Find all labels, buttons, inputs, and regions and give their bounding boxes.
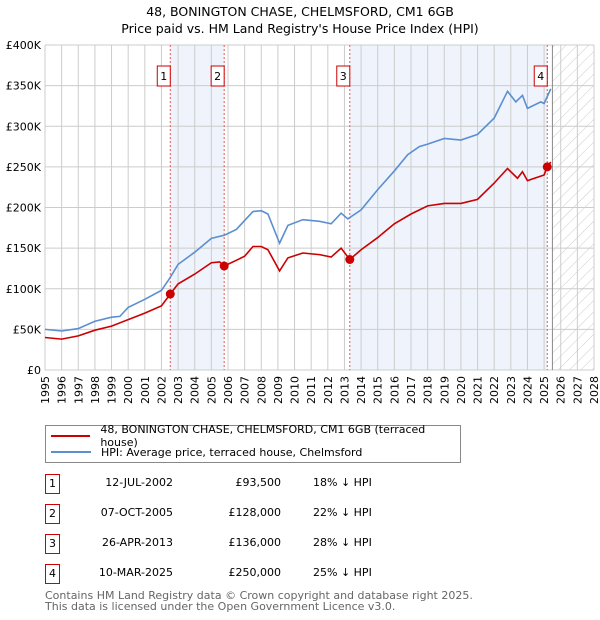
sale-number: 1 [45, 474, 60, 494]
x-tick-label: 2012 [322, 376, 335, 404]
x-tick-label: 2028 [588, 376, 600, 404]
x-tick-label: 2023 [505, 376, 518, 404]
x-tick-label: 2009 [272, 376, 285, 404]
sale-price: £128,000 [228, 506, 282, 519]
x-tick-label: 2005 [205, 376, 218, 404]
y-tick-label: £200K [6, 202, 42, 215]
x-tick-label: 2011 [305, 376, 318, 404]
y-tick-label: £0 [27, 364, 41, 377]
sale-row: 3 26-APR-2013 £136,000 28% ↓ HPI [45, 534, 445, 554]
sale-hpi-diff: 25% ↓ HPI [313, 566, 372, 579]
sale-hpi-diff: 22% ↓ HPI [313, 506, 372, 519]
hpi-line [44, 88, 552, 332]
x-tick-label: 1999 [106, 376, 119, 404]
x-tick-label: 2002 [155, 376, 168, 404]
x-tick-label: 2027 [571, 376, 584, 404]
sale-label-box [533, 65, 548, 87]
chart-title: 48, BONINGTON CHASE, CHELMSFORD, CM1 6GB [146, 4, 454, 19]
x-tick-label: 2017 [405, 376, 418, 404]
legend-item-property: 48, BONINGTON CHASE, CHELMSFORD, CM1 6GB… [46, 423, 460, 449]
chart-subtitle: Price paid vs. HM Land Registry's House … [121, 21, 479, 36]
plot-area: 1995 1996 1997 1998 1999 2000 2001 2002 2003 2004… [6, 39, 600, 404]
sale-number: 3 [45, 534, 60, 554]
y-tick-label: £50K [13, 323, 42, 336]
x-tick-label: 2015 [372, 376, 385, 404]
sale-point [219, 261, 229, 271]
x-tick-label: 2000 [122, 376, 135, 404]
legend-swatch-red [51, 435, 91, 437]
sale-number: 2 [45, 504, 60, 524]
sale-price: £93,500 [235, 476, 282, 489]
legend-label: HPI: Average price, terraced house, Chel… [101, 445, 363, 459]
sale-row: 2 07-OCT-2005 £128,000 22% ↓ HPI [45, 504, 445, 524]
sale-row: 1 12-JUL-2002 £93,500 18% ↓ HPI [45, 474, 445, 494]
x-tick-label: 2016 [388, 376, 401, 404]
sale-date: 10-MAR-2025 [98, 566, 173, 579]
x-tick-label: 2025 [538, 376, 551, 404]
y-tick-label: £250K [6, 161, 42, 174]
sale-label-box [336, 65, 351, 87]
sale-point [165, 289, 175, 299]
sale-label: 1 [160, 70, 167, 83]
legend: 48, BONINGTON CHASE, CHELMSFORD, CM1 6GB… [45, 423, 461, 463]
x-tick-label: 2007 [239, 376, 252, 404]
x-tick-label: 2010 [289, 376, 302, 404]
x-tick-label: 1995 [39, 376, 52, 404]
sale-hpi-diff: 28% ↓ HPI [313, 536, 372, 549]
x-tick-label: 2022 [488, 376, 501, 404]
sale-number: 4 [45, 564, 60, 584]
sale-date: 07-OCT-2005 [100, 506, 173, 519]
sale-point [345, 255, 355, 264]
x-tick-label: 2024 [521, 376, 534, 404]
legend-swatch-blue [51, 451, 91, 453]
sale-hpi-diff: 18% ↓ HPI [313, 476, 372, 489]
x-tick-label: 2004 [189, 376, 202, 404]
y-tick-label: £300K [6, 120, 42, 133]
sale-label: 3 [340, 70, 347, 83]
sale-price: £136,000 [228, 536, 282, 549]
y-tick-label: £100K [6, 283, 42, 296]
x-tick-label: 2008 [255, 376, 268, 404]
x-tick-label: 2026 [555, 376, 568, 404]
footer-line: This data is licensed under the Open Gov… [45, 600, 396, 613]
x-tick-label: 1998 [89, 376, 102, 404]
property-price-line [44, 161, 552, 340]
y-tick-label: £400K [6, 39, 42, 52]
y-tick-label: £350K [6, 80, 42, 93]
sale-date: 12-JUL-2002 [105, 476, 173, 489]
sale-point [542, 162, 552, 172]
footer-line: Contains HM Land Registry data © Crown c… [45, 589, 473, 602]
sale-price: £250,000 [228, 566, 282, 579]
legend-label: 48, BONINGTON CHASE, CHELMSFORD, CM1 6GB… [100, 423, 426, 449]
x-tick-label: 2006 [222, 376, 235, 404]
x-tick-label: 2021 [472, 376, 485, 404]
y-tick-label: £150K [6, 242, 42, 255]
sale-label: 2 [214, 70, 221, 83]
sale-date: 26-APR-2013 [101, 536, 173, 549]
sale-label-box [210, 65, 225, 87]
footer: Contains HM Land Registry data © Crown c… [45, 590, 473, 612]
x-tick-label: 2014 [355, 376, 368, 404]
x-tick-label: 2013 [338, 376, 351, 404]
sale-row: 4 10-MAR-2025 £250,000 25% ↓ HPI [45, 564, 445, 584]
sale-label-box [156, 65, 171, 87]
x-tick-label: 2019 [438, 376, 451, 404]
x-tick-label: 2003 [172, 376, 185, 404]
legend-item-hpi: HPI: Average price, terraced house, Chel… [46, 444, 362, 460]
sale-label: 4 [537, 70, 544, 83]
x-tick-label: 1996 [56, 376, 69, 404]
x-tick-label: 2018 [422, 376, 435, 404]
x-tick-label: 2001 [139, 376, 152, 404]
x-tick-label: 1997 [72, 376, 85, 404]
x-tick-label: 2020 [455, 376, 468, 404]
